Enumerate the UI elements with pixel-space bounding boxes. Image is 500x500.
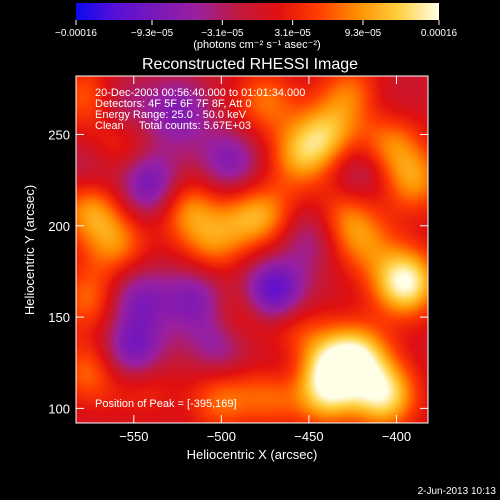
colorbar-gradient [76,3,439,20]
x-tick-label: −500 [207,429,236,444]
footer-date: 2-Jun-2013 10:13 [418,486,497,497]
x-tick-label: −550 [119,429,148,444]
x-axis-ticks: −550 −500 −450 −400 [119,76,411,444]
colorbar-ticks: −0.00016 −9.3e−05 −3.1e−05 3.1e−05 9.3e−05 0.… [55,20,458,39]
y-tick-label: 250 [48,127,70,142]
colorbar-unit-label: (photons cm⁻² s⁻¹ asec⁻²) [193,39,320,51]
chart-title: Reconstructed RHESSI Image [142,56,358,73]
y-tick-label: 150 [48,310,70,325]
annotation-detectors: Detectors: 4F 5F 6F 7F 8F, Att 0 [95,98,252,110]
y-tick-label: 200 [48,219,70,234]
y-tick-label: 100 [48,401,70,416]
plot-frame [75,75,429,424]
colorbar-tick-label: −9.3e−05 [131,28,174,39]
annotation-time-range: 20-Dec-2003 00:56:40.000 to 01:01:34.000 [95,87,305,99]
y-axis-label: Heliocentric Y (arcsec) [22,185,37,315]
peak-position-label: Position of Peak = [-395,169] [95,398,237,410]
y-axis-ticks: 100 150 200 250 [48,127,428,416]
annotation-clean-counts: Clean Total counts: 5.67E+03 [95,120,251,132]
colorbar-tick-label: 3.1e−05 [274,28,311,39]
colorbar-tick-label: 9.3e−05 [345,28,382,39]
annotation-block: 20-Dec-2003 00:56:40.000 to 01:01:34.000… [95,87,305,132]
x-tick-label: −450 [294,429,323,444]
x-axis-label: Heliocentric X (arcsec) [187,447,318,462]
colorbar-tick-label: −0.00016 [55,28,97,39]
colorbar: −0.00016 −9.3e−05 −3.1e−05 3.1e−05 9.3e−05 0.… [55,3,458,51]
colorbar-tick-label: −3.1e−05 [201,28,244,39]
colorbar-tick-label: 0.00016 [421,28,458,39]
annotation-energy-range: Energy Range: 25.0 - 50.0 keV [95,109,247,121]
x-tick-label: −400 [382,429,411,444]
